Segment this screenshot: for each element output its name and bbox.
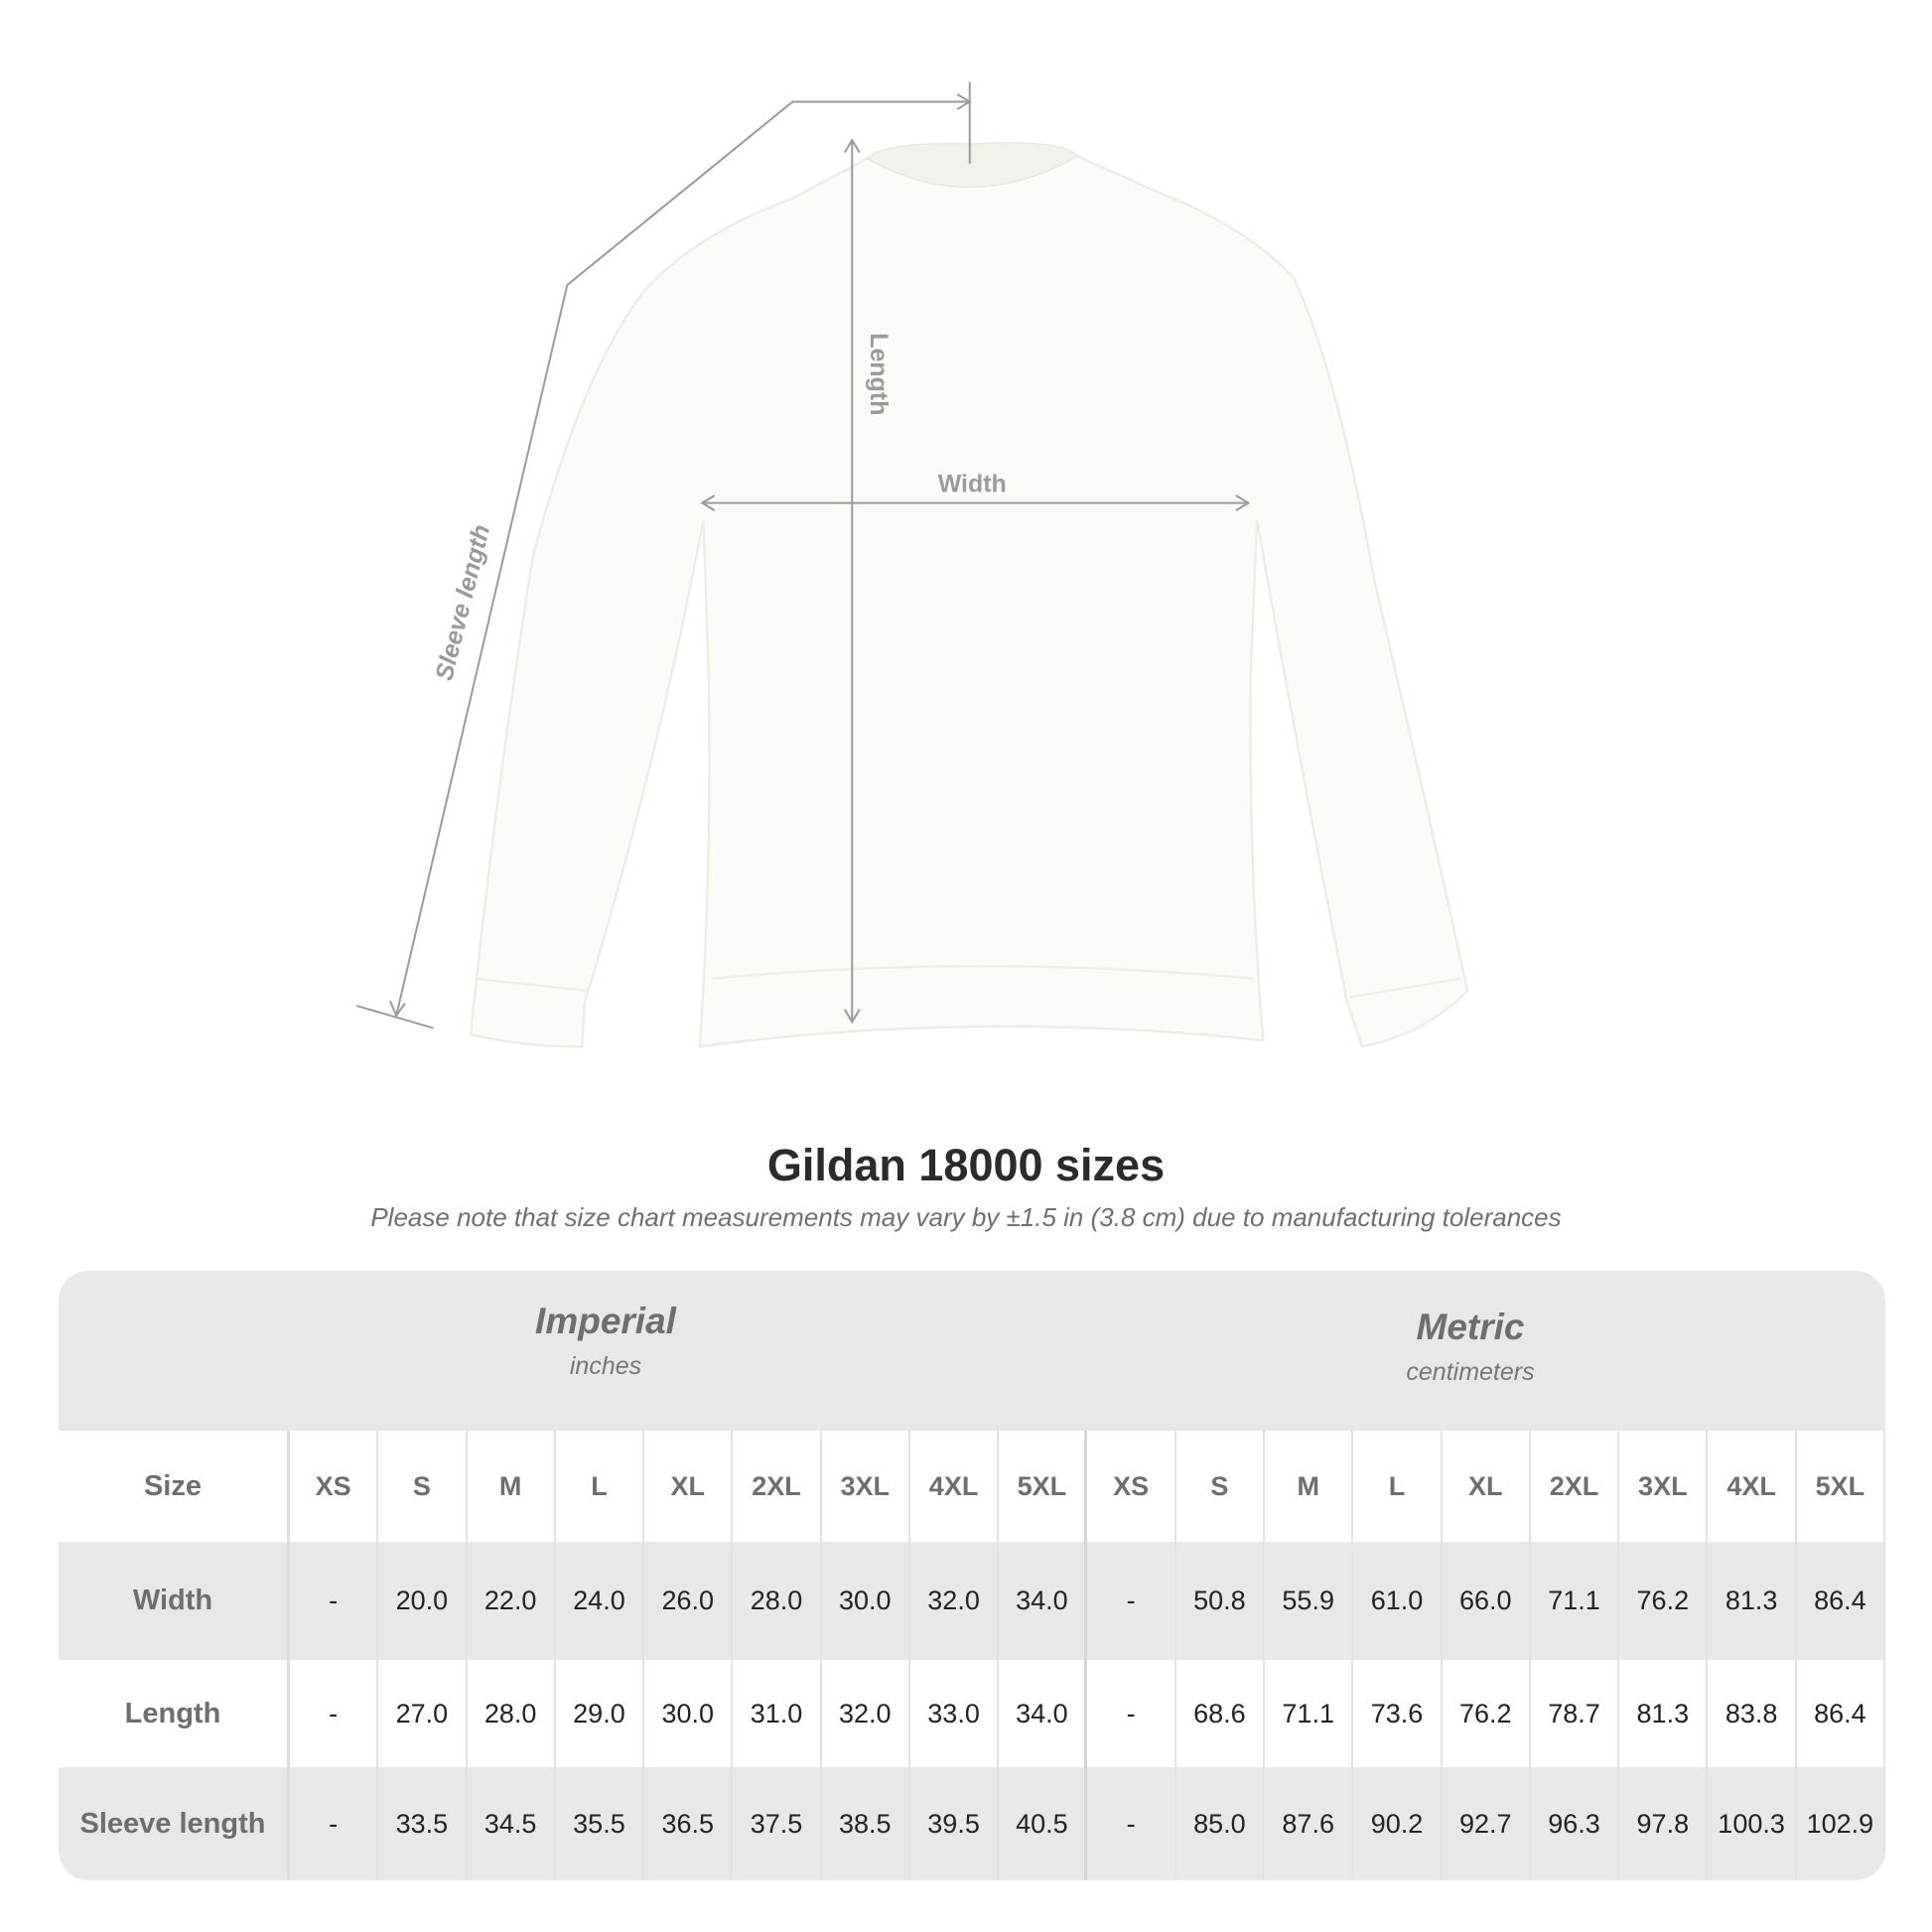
size-header-metric: 3XL xyxy=(1619,1431,1709,1542)
row-label: Width xyxy=(59,1542,290,1660)
cell-metric: 86.4 xyxy=(1797,1660,1885,1767)
cell-imperial: 40.5 xyxy=(999,1767,1088,1880)
cell-imperial: 27.0 xyxy=(378,1660,468,1767)
cell-metric: 86.4 xyxy=(1797,1542,1885,1660)
cell-imperial: 32.0 xyxy=(822,1660,910,1767)
cell-imperial: 24.0 xyxy=(556,1542,645,1660)
cell-imperial: 28.0 xyxy=(733,1542,822,1660)
size-header-imperial: XS xyxy=(290,1431,379,1542)
table-row: Sleeve length -33.5 34.5 35.5 36.5 37.5 38.5 39… xyxy=(59,1767,1885,1880)
cell-metric: - xyxy=(1087,1542,1176,1660)
length-label: Length xyxy=(865,333,893,415)
sweatshirt-image xyxy=(469,142,1469,1048)
imperial-header: Imperial inches xyxy=(348,1301,863,1381)
tolerance-note: Please note that size chart measurements… xyxy=(370,1202,1562,1232)
size-header-imperial: M xyxy=(468,1431,556,1542)
cell-imperial: 33.0 xyxy=(910,1660,1000,1767)
cell-imperial: - xyxy=(290,1542,379,1660)
cell-imperial: 37.5 xyxy=(733,1767,822,1880)
cell-metric: 81.3 xyxy=(1708,1542,1797,1660)
cell-imperial: 34.5 xyxy=(468,1767,556,1880)
size-header-metric: 2XL xyxy=(1531,1431,1620,1542)
cell-imperial: 30.0 xyxy=(822,1542,910,1660)
imperial-unit: inches xyxy=(569,1352,642,1380)
row-label: Length xyxy=(59,1660,290,1767)
size-header-imperial: S xyxy=(378,1431,468,1542)
cell-metric: 66.0 xyxy=(1443,1542,1531,1660)
size-header-metric: XL xyxy=(1443,1431,1531,1542)
cell-imperial: 28.0 xyxy=(468,1660,556,1767)
size-chart-table: Imperial inches Metric centimeters Size X… xyxy=(59,1271,1885,1880)
cell-metric: 73.6 xyxy=(1353,1660,1443,1767)
size-row: Size XS S M L XL 2XL 3XL 4XL 5XL XS S M L XL 2XL 3XL 4XL 5… xyxy=(59,1431,1885,1542)
cell-imperial: 26.0 xyxy=(644,1542,734,1660)
cell-metric: 90.2 xyxy=(1353,1767,1443,1880)
size-header-metric: L xyxy=(1353,1431,1443,1542)
cell-imperial: 34.0 xyxy=(999,1660,1088,1767)
size-header-imperial: 2XL xyxy=(733,1431,822,1542)
size-header-metric: M xyxy=(1265,1431,1354,1542)
size-header-metric: S xyxy=(1176,1431,1266,1542)
metric-title: Metric xyxy=(1416,1307,1525,1347)
cell-metric: 100.3 xyxy=(1708,1767,1797,1880)
cell-metric: - xyxy=(1087,1767,1176,1880)
cell-imperial: 36.5 xyxy=(644,1767,734,1880)
cell-metric: 61.0 xyxy=(1353,1542,1443,1660)
cell-imperial: 38.5 xyxy=(822,1767,910,1880)
size-header-imperial: 4XL xyxy=(910,1431,1000,1542)
size-header-imperial: XL xyxy=(644,1431,734,1542)
metric-header: Metric centimeters xyxy=(1147,1307,1794,1387)
cell-imperial: - xyxy=(290,1660,379,1767)
row-label: Sleeve length xyxy=(59,1767,290,1880)
cell-imperial: 34.0 xyxy=(999,1542,1088,1660)
page-title: Gildan 18000 sizes xyxy=(766,1140,1166,1190)
size-header-imperial: 5XL xyxy=(999,1431,1088,1542)
cell-imperial: 30.0 xyxy=(644,1660,734,1767)
size-header-metric: 5XL xyxy=(1797,1431,1885,1542)
cell-metric: 92.7 xyxy=(1443,1767,1531,1880)
cell-metric: 76.2 xyxy=(1619,1542,1709,1660)
cell-metric: 83.8 xyxy=(1708,1660,1797,1767)
cell-metric: 71.1 xyxy=(1265,1660,1354,1767)
size-header-metric: 4XL xyxy=(1708,1431,1797,1542)
width-label: Width xyxy=(938,470,1007,497)
cell-imperial: 20.0 xyxy=(378,1542,468,1660)
cell-metric: 76.2 xyxy=(1443,1660,1531,1767)
cell-metric: 81.3 xyxy=(1619,1660,1709,1767)
cell-metric: 97.8 xyxy=(1619,1767,1709,1880)
sleeve-length-line xyxy=(395,100,970,1017)
cell-metric: 68.6 xyxy=(1176,1660,1266,1767)
cell-metric: 102.9 xyxy=(1797,1767,1885,1880)
metric-unit: centimeters xyxy=(1406,1358,1535,1386)
cell-imperial: 33.5 xyxy=(378,1767,468,1880)
cell-imperial: 32.0 xyxy=(910,1542,1000,1660)
cell-metric: 71.1 xyxy=(1531,1542,1620,1660)
cell-imperial: 39.5 xyxy=(910,1767,1000,1880)
cell-metric: - xyxy=(1087,1660,1176,1767)
table-row: Width -20.0 22.0 24.0 26.0 28.0 30.0 32.0 34.0-5… xyxy=(59,1542,1885,1660)
sweatshirt-measurement-diagram: Width Length Sleeve length xyxy=(355,81,1469,1048)
cell-imperial: 35.5 xyxy=(556,1767,645,1880)
sleeve-length-label: Sleeve length xyxy=(430,522,495,684)
size-header-label: Size xyxy=(59,1431,290,1542)
cell-imperial: 22.0 xyxy=(468,1542,556,1660)
cell-metric: 96.3 xyxy=(1531,1767,1620,1880)
cell-imperial: 31.0 xyxy=(733,1660,822,1767)
imperial-title: Imperial xyxy=(535,1301,676,1341)
table-row: Length -27.0 28.0 29.0 30.0 31.0 32.0 33.0 34.0-… xyxy=(59,1660,1885,1767)
header-band xyxy=(59,1271,1885,1431)
cell-metric: 87.6 xyxy=(1265,1767,1354,1880)
size-header-imperial: 3XL xyxy=(822,1431,910,1542)
cell-metric: 55.9 xyxy=(1265,1542,1354,1660)
cell-imperial: - xyxy=(290,1767,379,1880)
size-header-imperial: L xyxy=(556,1431,645,1542)
cell-imperial: 29.0 xyxy=(556,1660,645,1767)
cell-metric: 85.0 xyxy=(1176,1767,1266,1880)
cell-metric: 50.8 xyxy=(1176,1542,1266,1660)
cell-metric: 78.7 xyxy=(1531,1660,1620,1767)
size-header-metric: XS xyxy=(1087,1431,1176,1542)
